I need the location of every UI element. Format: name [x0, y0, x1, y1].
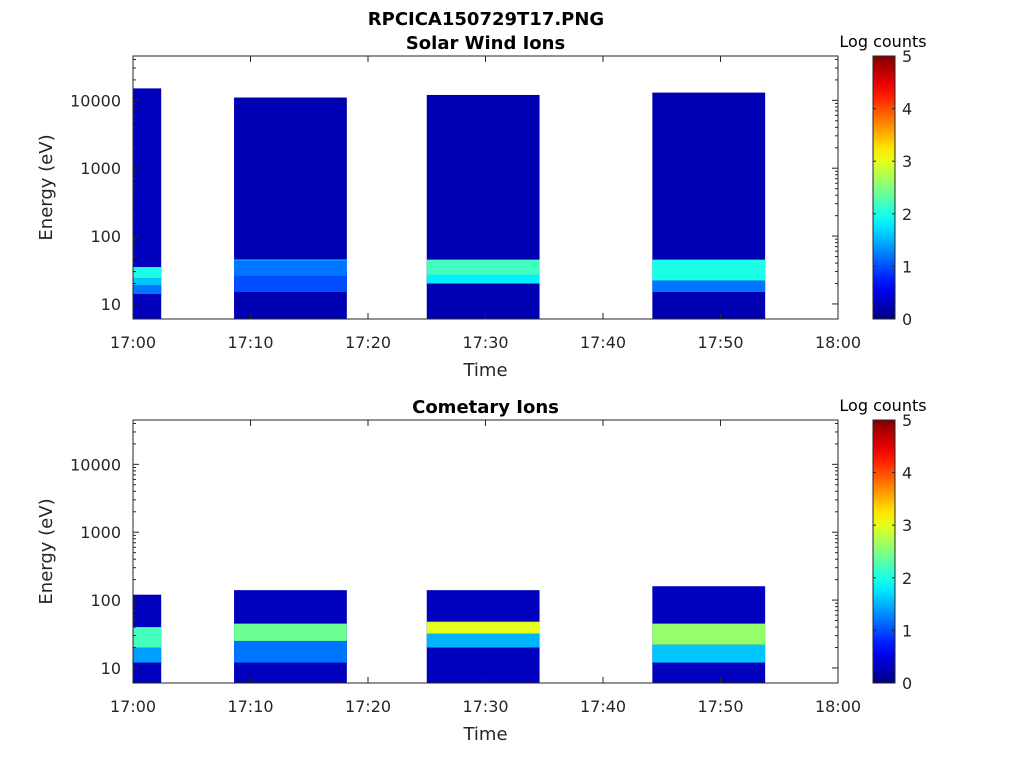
colorbar-tick-label: 0 — [902, 310, 912, 329]
heatmap-cell — [133, 627, 162, 648]
x-tick-label: 17:40 — [580, 333, 626, 352]
x-tick-label: 17:30 — [462, 697, 508, 716]
x-tick-label: 17:10 — [227, 333, 273, 352]
x-tick-label: 17:20 — [345, 697, 391, 716]
colorbar-tick-label: 1 — [902, 621, 912, 640]
heatmap-cell — [234, 271, 347, 292]
y-tick-label: 100 — [90, 227, 121, 246]
x-tick-label: 17:30 — [462, 333, 508, 352]
y-tick-label: 10 — [101, 295, 121, 314]
y-tick-label: 1000 — [80, 159, 121, 178]
heatmap-cells — [133, 88, 766, 320]
colorbar-label: Log counts — [839, 396, 926, 415]
heatmap-cell — [133, 278, 162, 286]
figure-title: RPCICA150729T17.PNG — [368, 9, 604, 30]
x-axis-label: Time — [462, 724, 507, 745]
heatmap-cell — [652, 280, 766, 292]
heatmap-cell — [133, 647, 162, 663]
x-axis-label: Time — [462, 360, 507, 381]
colorbar-tick-label: 3 — [902, 152, 912, 171]
y-tick-label: 100 — [90, 591, 121, 610]
x-tick-label: 17:40 — [580, 697, 626, 716]
colorbar — [872, 419, 896, 684]
heatmap-cells — [133, 586, 766, 683]
x-tick-label: 18:00 — [815, 333, 861, 352]
y-tick-label: 10000 — [70, 91, 121, 110]
heatmap-cell — [652, 644, 766, 663]
colorbar-tick-label: 5 — [902, 411, 912, 430]
heatmap-cell — [426, 274, 540, 284]
x-tick-label: 17:50 — [697, 697, 743, 716]
y-tick-label: 10 — [101, 659, 121, 678]
heatmap-cell — [652, 623, 766, 645]
heatmap-cell — [133, 283, 162, 295]
panel-2: 17:00 17:10 17:20 17:30 17:40 17:50 18:0010100… — [36, 396, 927, 745]
x-tick-label: 17:50 — [697, 333, 743, 352]
heatmap-cell — [234, 260, 347, 276]
heatmap-cell — [426, 94, 540, 319]
x-tick-label: 17:10 — [227, 697, 273, 716]
heatmap-cell — [234, 623, 347, 641]
y-tick-label: 1000 — [80, 523, 121, 542]
x-tick-label: 17:20 — [345, 333, 391, 352]
colorbar-tick-label: 0 — [902, 674, 912, 693]
colorbar-label: Log counts — [839, 32, 926, 51]
colorbar-tick-label: 5 — [902, 47, 912, 66]
heatmap-cell — [652, 259, 766, 281]
colorbar-tick-label: 2 — [902, 569, 912, 588]
panel-title: Solar Wind Ions — [406, 33, 565, 54]
y-axis-label: Energy (eV) — [36, 498, 57, 604]
x-tick-label: 17:00 — [110, 333, 156, 352]
panel-title: Cometary Ions — [412, 397, 559, 418]
x-tick-label: 18:00 — [815, 697, 861, 716]
colorbar-tick-label: 4 — [902, 100, 912, 119]
colorbar-tick-label: 3 — [902, 516, 912, 535]
heatmap-cell — [133, 267, 162, 279]
x-tick-label: 17:00 — [110, 697, 156, 716]
colorbar — [872, 55, 896, 320]
heatmap-cell — [426, 621, 540, 634]
colorbar-tick-label: 2 — [902, 205, 912, 224]
heatmap-cell — [426, 259, 540, 277]
panel-1: 17:00 17:10 17:20 17:30 17:40 17:50 18:0010100… — [36, 32, 927, 381]
y-tick-label: 10000 — [70, 455, 121, 474]
y-axis-label: Energy (eV) — [36, 134, 57, 240]
colorbar-tick-label: 4 — [902, 464, 912, 483]
colorbar-tick-label: 1 — [902, 257, 912, 276]
heatmap-cell — [426, 633, 540, 648]
heatmap-cell — [234, 640, 347, 663]
